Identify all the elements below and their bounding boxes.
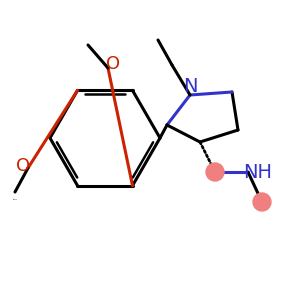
- Text: N: N: [183, 77, 197, 97]
- Text: methyl: methyl: [13, 198, 17, 200]
- Text: NH: NH: [244, 163, 272, 182]
- Circle shape: [253, 193, 271, 211]
- Text: methyl: methyl: [17, 198, 22, 199]
- Text: O: O: [16, 157, 30, 175]
- Circle shape: [206, 163, 224, 181]
- Text: O: O: [106, 55, 120, 73]
